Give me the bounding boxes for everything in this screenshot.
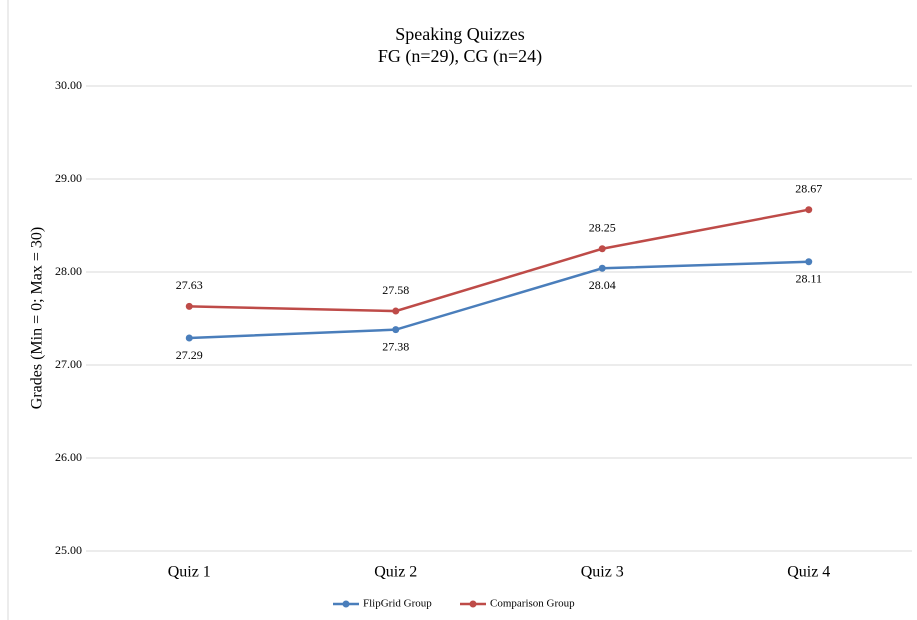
data-label: 27.38 [382,339,409,353]
data-point [185,334,193,342]
data-point [392,307,400,315]
y-tick-label: 29.00 [55,171,82,185]
data-point [392,326,400,334]
data-label: 28.04 [589,278,616,292]
series-line [189,260,809,340]
y-axis-label: Grades (Min = 0; Max = 30) [29,227,46,409]
data-label: 28.67 [795,181,822,195]
x-tick-label: Quiz 2 [374,564,417,581]
y-tick-label: 26.00 [55,450,82,464]
chart-title: Speaking Quizzes [395,24,524,44]
y-tick-label: 27.00 [55,357,82,371]
y-tick-label: 28.00 [55,264,82,278]
chart-subtitle: FG (n=29), CG (n=24) [378,46,542,67]
data-point [805,258,813,266]
data-point [598,264,606,272]
legend-marker [469,600,477,608]
data-label: 27.58 [382,283,409,297]
data-point [185,302,193,310]
data-label: 28.11 [795,272,822,286]
series-line [189,208,809,313]
x-tick-label: Quiz 4 [787,564,830,581]
data-point [598,245,606,253]
legend-marker [342,600,350,608]
legend-label: FlipGrid Group [363,598,432,610]
x-tick-label: Quiz 1 [168,564,211,581]
x-tick-label: Quiz 3 [581,564,624,581]
data-point [805,206,813,214]
y-tick-label: 30.00 [55,78,82,92]
data-label: 27.29 [176,348,203,362]
y-tick-label: 25.00 [55,543,82,557]
data-label: 27.63 [176,278,203,292]
legend-label: Comparison Group [490,598,575,610]
data-label: 28.25 [589,221,616,235]
